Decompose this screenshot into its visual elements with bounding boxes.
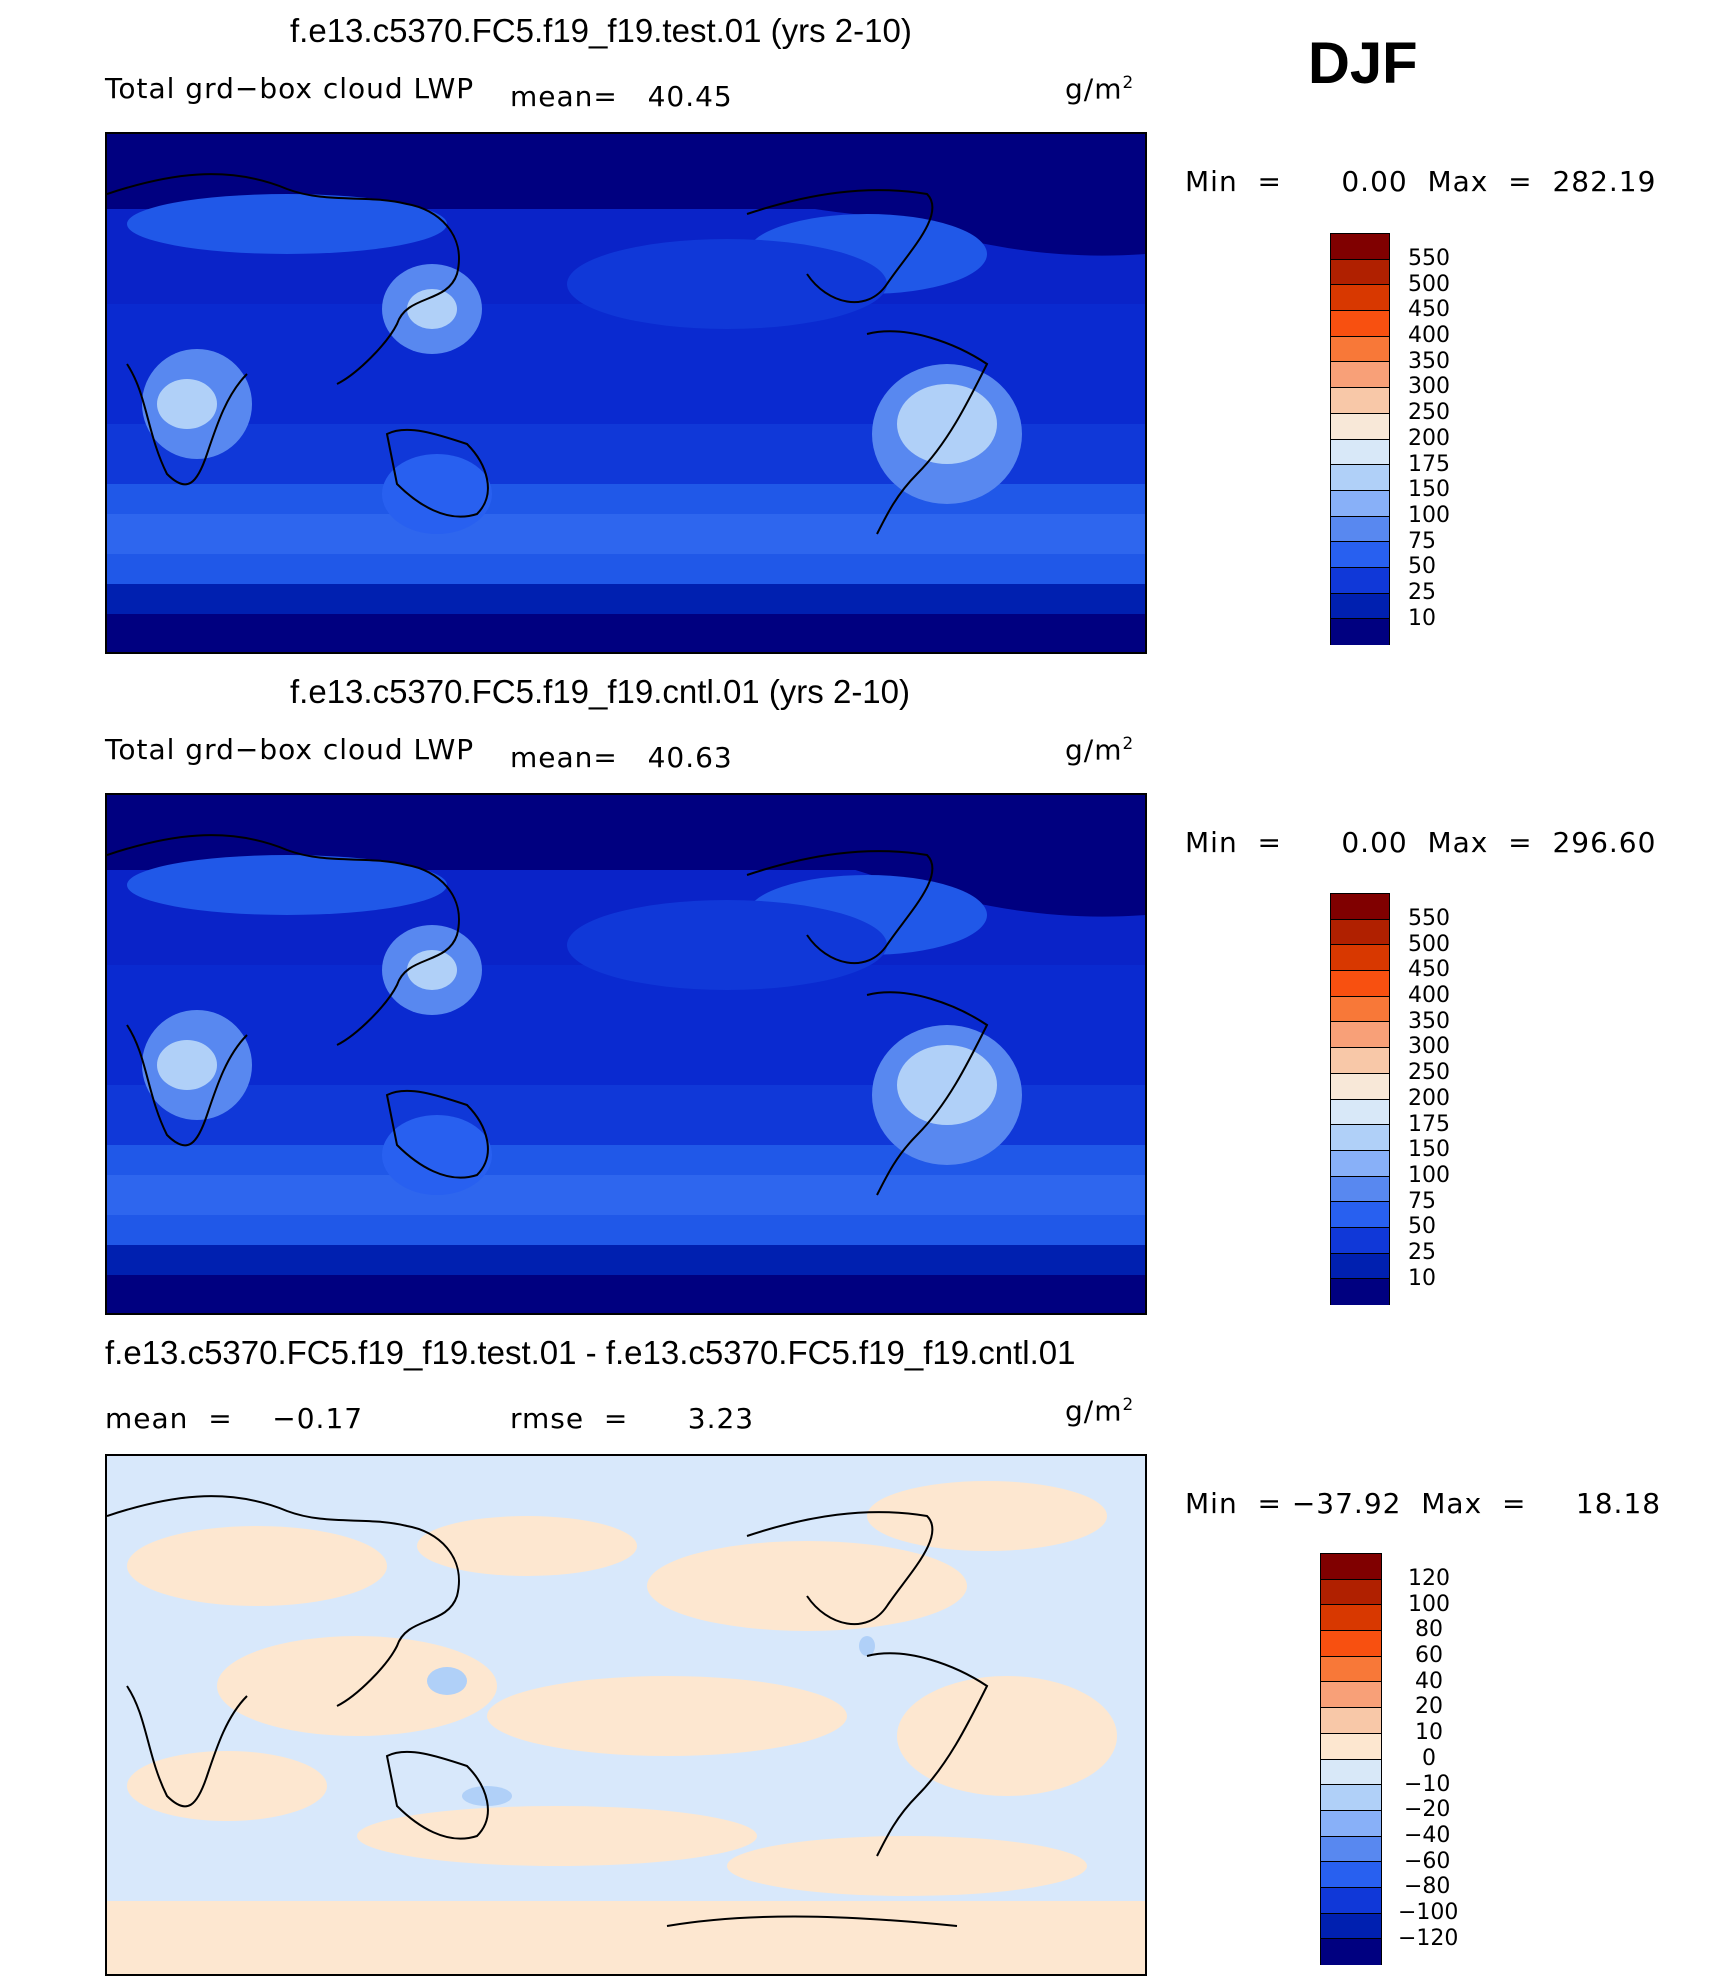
panel1-colorbar-label: 450	[1408, 297, 1450, 322]
panel1-map	[105, 132, 1147, 654]
panel2-colorbar-label: 175	[1408, 1112, 1450, 1137]
panel1-colorbar-label: 550	[1408, 246, 1450, 271]
panel3-colorbar-label: −100	[1398, 1900, 1459, 1925]
panel3-colorbar-label: −20	[1404, 1797, 1451, 1822]
panel1-colorbar-label: 25	[1408, 580, 1436, 605]
panel3-colorbar-label: −10	[1404, 1772, 1451, 1797]
panel3-colorbar-label: 10	[1415, 1720, 1443, 1745]
panel2-colorbar-label: 25	[1408, 1240, 1436, 1265]
panel3-minmax: Min = −37.92 Max = 18.18	[1185, 1487, 1662, 1520]
panel2-minmax: Min = 0.00 Max = 296.60	[1185, 826, 1657, 859]
panel3-colorbar-label: −120	[1398, 1926, 1459, 1951]
panel3-map	[105, 1454, 1147, 1976]
panel2-colorbar-label: 50	[1408, 1214, 1436, 1239]
panel3-colorbar-label: −80	[1404, 1874, 1451, 1899]
panel2-colorbar-label: 100	[1408, 1163, 1450, 1188]
panel2-colorbar-label: 450	[1408, 957, 1450, 982]
panel2-colorbar-label: 250	[1408, 1060, 1450, 1085]
panel2-colorbar-label: 350	[1408, 1009, 1450, 1034]
panel2-colorbar-label: 300	[1408, 1034, 1450, 1059]
panel2-colorbar-label: 10	[1408, 1266, 1436, 1291]
panel1-colorbar-label: 300	[1408, 374, 1450, 399]
panel2-colorbar-label: 500	[1408, 932, 1450, 957]
panel2-colorbar-label: 400	[1408, 983, 1450, 1008]
panel3-colorbar-label: 20	[1415, 1694, 1443, 1719]
panel3-mean: mean = −0.17	[105, 1402, 364, 1435]
panel1-colorbar-label: 500	[1408, 272, 1450, 297]
panel1-colorbar-label: 400	[1408, 323, 1450, 348]
panel1-colorbar-label: 10	[1408, 606, 1436, 631]
panel3-colorbar-label: 80	[1415, 1617, 1443, 1642]
panel1-colorbar	[1330, 233, 1390, 645]
panel2-colorbar	[1330, 893, 1390, 1305]
panel1-colorbar-label: 200	[1408, 426, 1450, 451]
panel3-colorbar	[1320, 1553, 1382, 1965]
panel1-units: g/m2	[1065, 72, 1135, 106]
panel1-colorbar-label: 250	[1408, 400, 1450, 425]
panel2-title: f.e13.c5370.FC5.f19_f19.cntl.01 (yrs 2-1…	[290, 673, 911, 710]
panel1-colorbar-label: 100	[1408, 503, 1450, 528]
panel2-units: g/m2	[1065, 733, 1135, 767]
panel1-colorbar-label: 175	[1408, 452, 1450, 477]
panel3-units: g/m2	[1065, 1394, 1135, 1428]
panel3-colorbar-label: −40	[1404, 1823, 1451, 1848]
season-label: DJF	[1308, 31, 1418, 96]
panel1-minmax: Min = 0.00 Max = 282.19	[1185, 165, 1657, 198]
panel3-colorbar-label: 60	[1415, 1643, 1443, 1668]
panel3-colorbar-label: 100	[1408, 1592, 1450, 1617]
panel1-colorbar-label: 350	[1408, 349, 1450, 374]
panel1-colorbar-label: 50	[1408, 554, 1436, 579]
panel1-mean: mean= 40.45	[510, 80, 733, 113]
panel2-map	[105, 793, 1147, 1315]
panel2-colorbar-label: 200	[1408, 1086, 1450, 1111]
panel3-colorbar-label: 120	[1408, 1566, 1450, 1591]
panel1-variable: Total grd−box cloud LWP	[105, 72, 475, 105]
panel2-mean: mean= 40.63	[510, 741, 733, 774]
panel2-colorbar-label: 550	[1408, 906, 1450, 931]
panel3-title: f.e13.c5370.FC5.f19_f19.test.01 - f.e13.…	[105, 1334, 1076, 1371]
panel1-colorbar-label: 75	[1408, 529, 1436, 554]
panel2-variable: Total grd−box cloud LWP	[105, 733, 475, 766]
panel2-colorbar-label: 75	[1408, 1189, 1436, 1214]
panel3-colorbar-label: −60	[1404, 1849, 1451, 1874]
panel3-rmse: rmse = 3.23	[510, 1402, 755, 1435]
panel1-title: f.e13.c5370.FC5.f19_f19.test.01 (yrs 2-1…	[290, 12, 912, 49]
panel3-colorbar-label: 0	[1422, 1746, 1436, 1771]
panel2-colorbar-label: 150	[1408, 1137, 1450, 1162]
panel1-colorbar-label: 150	[1408, 477, 1450, 502]
panel3-colorbar-label: 40	[1415, 1669, 1443, 1694]
